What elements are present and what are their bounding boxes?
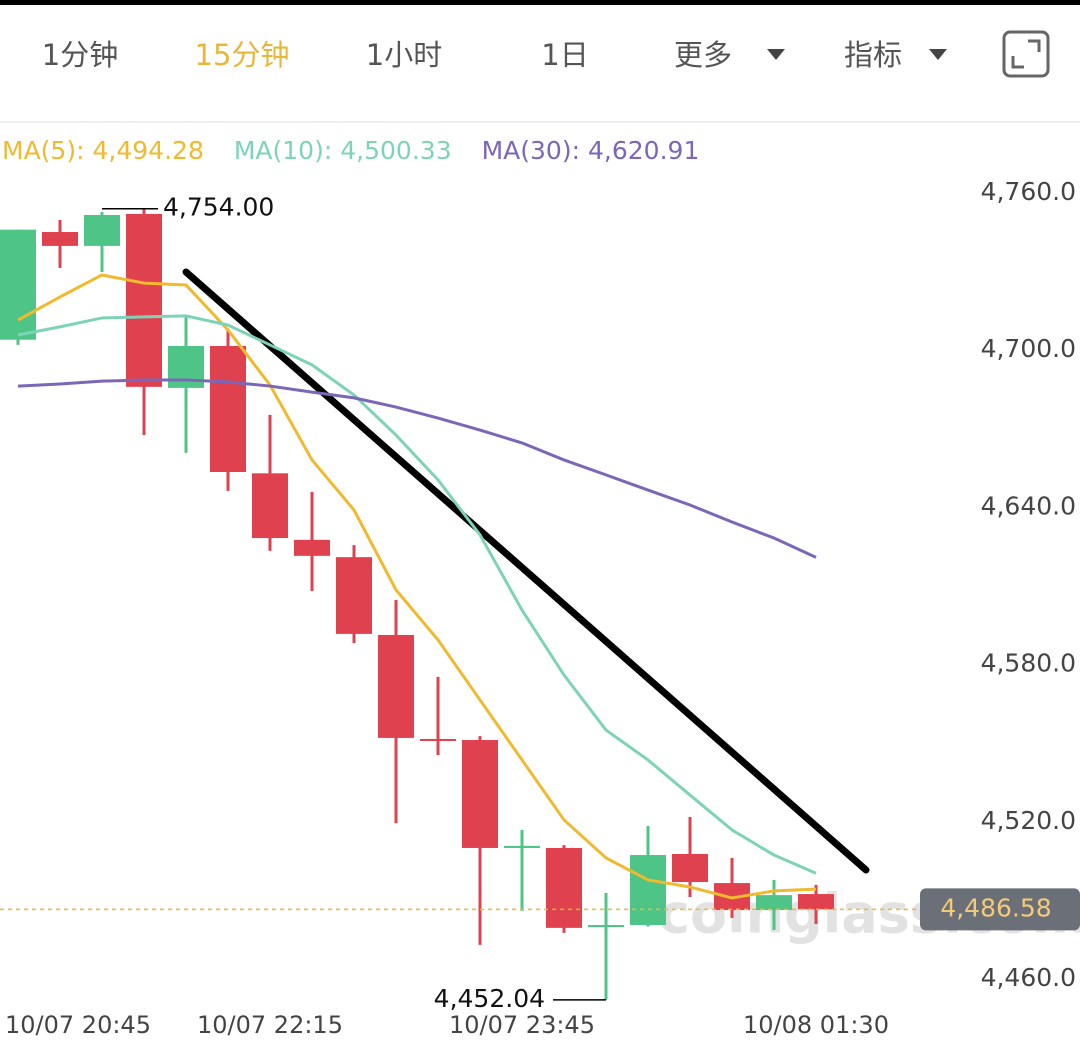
- low-label: 4,452.04: [434, 984, 545, 1013]
- candle-body: [252, 473, 288, 539]
- candle-body: [630, 855, 666, 925]
- y-tick-label: 4,640.0: [981, 491, 1076, 520]
- top-bar: [0, 0, 1080, 5]
- tab[interactable]: 指标: [844, 38, 902, 72]
- candle-body: [42, 232, 78, 246]
- tab[interactable]: 15分钟: [195, 38, 290, 72]
- candle-body: [798, 894, 834, 910]
- legend-value: 4,500.33: [340, 136, 451, 165]
- ma-line: [17, 314, 817, 875]
- candle-body: [420, 738, 456, 741]
- y-tick-label: 4,520.0: [981, 806, 1076, 835]
- x-tick-label: 10/08 01:30: [743, 1011, 889, 1039]
- candle-body: [210, 345, 246, 473]
- high-label: 4,754.00: [163, 193, 274, 222]
- legend-label: MA(5):: [2, 136, 85, 165]
- ma-line: [17, 378, 817, 559]
- y-tick-label: 4,460.0: [981, 963, 1076, 992]
- last-price-tag: [920, 888, 1080, 931]
- trend-line-drawing: [182, 268, 870, 874]
- y-tick-label: 4,700.0: [981, 334, 1076, 363]
- y-tick-label: 4,580.0: [981, 649, 1076, 678]
- candle-body: [462, 740, 498, 848]
- candle-body: [336, 557, 372, 634]
- candle-body: [378, 634, 414, 738]
- candle-body: [0, 229, 36, 340]
- x-tick-label: 10/07 23:45: [449, 1011, 595, 1039]
- legend-value: 4,620.91: [588, 136, 699, 165]
- candle-body: [504, 845, 540, 848]
- tab[interactable]: 1分钟: [42, 38, 118, 72]
- candle-body: [84, 214, 120, 246]
- candle-body: [756, 895, 792, 911]
- legend-value: 4,494.28: [93, 136, 204, 165]
- last-price-label: 4,486.58: [940, 893, 1051, 922]
- x-tick-label: 10/07 20:45: [5, 1011, 151, 1039]
- candle-body: [546, 847, 582, 928]
- tab[interactable]: 1日: [541, 38, 588, 72]
- candle-body: [588, 924, 624, 928]
- tab[interactable]: 更多: [674, 38, 732, 72]
- candle-body: [126, 213, 162, 387]
- x-tick-label: 10/07 22:15: [197, 1011, 343, 1039]
- tab[interactable]: 1小时: [366, 38, 442, 72]
- candle-body: [672, 853, 708, 883]
- candle-body: [294, 539, 330, 556]
- ma-line: [17, 273, 817, 900]
- y-tick-label: 4,760.0: [981, 177, 1076, 206]
- legend-label: MA(10):: [234, 136, 332, 165]
- dropdown-arrow[interactable]: [767, 49, 785, 60]
- legend-label: MA(30):: [482, 136, 580, 165]
- expand-button[interactable]: [1002, 30, 1050, 78]
- dropdown-arrow[interactable]: [929, 49, 947, 60]
